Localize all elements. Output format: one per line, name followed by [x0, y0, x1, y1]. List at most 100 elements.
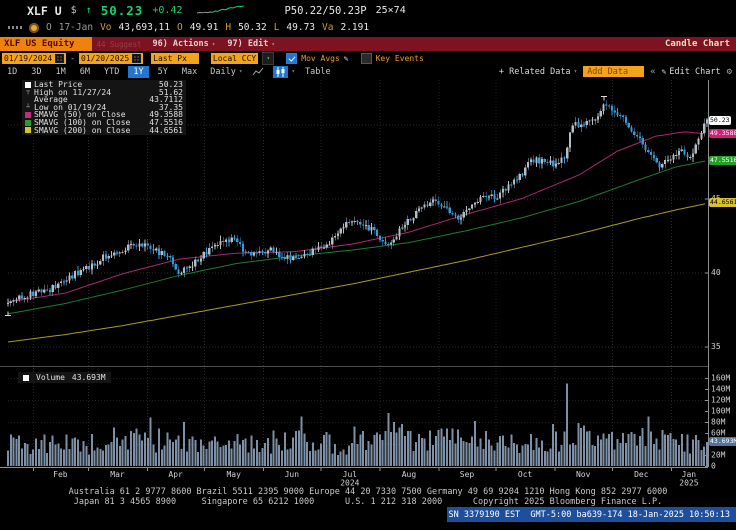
line-chart-icon — [252, 67, 264, 75]
drag-dots-icon — [8, 26, 22, 29]
legend-label: Average — [34, 95, 68, 105]
pencil-icon: ✎ — [661, 67, 667, 76]
legend-label: SMAVG (200) on Close — [34, 125, 131, 135]
svg-text:0: 0 — [711, 462, 716, 471]
mov-avgs-checkbox[interactable] — [286, 53, 298, 64]
currency-dropdown-button[interactable]: ▾ — [262, 52, 275, 65]
svg-text:May: May — [226, 470, 241, 479]
legend-row-last-price[interactable]: Last Price 50.23 — [25, 81, 183, 89]
period-1y[interactable]: 1Y — [128, 65, 149, 78]
legend-value: 44.6561 — [149, 125, 183, 135]
volume-legend[interactable]: Volume 43.693M — [18, 372, 111, 383]
legend-label: High on 11/27/24 — [34, 87, 112, 97]
key-events-checkbox[interactable] — [360, 53, 372, 64]
currency-flag: $ — [70, 5, 77, 16]
price-change: +0.42 — [152, 5, 183, 16]
legend-row-sma200[interactable]: SMAVG (200) on Close 44.6561 — [25, 125, 183, 135]
legend-value: 50.23 — [158, 80, 183, 89]
legend-value: 47.5516 — [149, 117, 183, 127]
last-price: 50.23 — [100, 3, 144, 18]
gear-icon[interactable]: ⚙ — [726, 66, 732, 77]
chevron-down-icon: ▾ — [266, 55, 271, 62]
volume-value: 43,693,11 — [118, 22, 170, 33]
actions-menu-button[interactable]: 96) Actions ▾ — [152, 39, 215, 49]
period-1m[interactable]: 1M — [55, 66, 66, 77]
period-6m[interactable]: 6M — [79, 66, 90, 77]
edit-chart-button[interactable]: ✎ Edit Chart — [662, 67, 721, 77]
table-button[interactable]: Table — [305, 66, 331, 77]
legend-row-low[interactable]: ┴ Low on 01/19/24 37.35 — [25, 102, 183, 112]
series-color-chip — [25, 119, 31, 126]
svg-text:Jun: Jun — [285, 470, 300, 479]
command-bar: XLF US Equity 44 Suggested Charts 96) Ac… — [0, 37, 736, 51]
svg-text:40: 40 — [711, 268, 721, 277]
legend-label: Last Price — [34, 80, 83, 89]
add-data-input[interactable]: Add Data — [583, 66, 645, 77]
calendar-icon[interactable] — [132, 54, 142, 63]
security-name: XLF US Equity — [4, 39, 75, 49]
svg-text:Jan: Jan — [682, 470, 697, 479]
svg-text:20M: 20M — [711, 451, 726, 460]
svg-text:160M: 160M — [711, 374, 730, 383]
legend-value: 51.62 — [158, 87, 183, 97]
edit-menu-button[interactable]: 97) Edit ▾ — [227, 39, 275, 49]
edit-chart-label: Edit Chart — [669, 66, 721, 77]
chevron-down-icon[interactable]: ▾ — [291, 68, 296, 75]
footer-contact-line-2: Japan 81 3 4565 8900 Singapore 65 6212 1… — [73, 497, 663, 507]
svg-text:Jul: Jul — [343, 470, 358, 479]
period-5y[interactable]: 5Y — [157, 66, 168, 77]
legend-row-high[interactable]: ┬ High on 11/27/24 51.62 — [25, 87, 183, 97]
footer-contact-line-1: Australia 61 2 9777 8600 Brazil 5511 239… — [68, 487, 668, 497]
chart-settings-toolbar: 01/19/2024 - 01/20/2025 Last Px Local CC… — [0, 52, 736, 65]
actions-label: 96) Actions — [152, 39, 209, 49]
svg-text:Sep: Sep — [460, 470, 475, 479]
double-chevron-icon[interactable]: « — [650, 66, 656, 77]
candle-chart-type-button[interactable] — [273, 65, 289, 78]
svg-text:Feb: Feb — [53, 470, 68, 479]
currency-select[interactable]: Local CCY — [210, 53, 259, 64]
frequency-value: Daily — [210, 66, 236, 77]
bid-ask-quote: P50.22/50.23P — [284, 4, 367, 17]
ticker-symbol[interactable]: XLF U — [27, 3, 62, 18]
legend-label: SMAVG (50) on Close — [34, 110, 126, 120]
date-to-input[interactable]: 01/20/2025 — [79, 53, 144, 64]
bid-ask-size: 25×74 — [375, 5, 406, 16]
calendar-icon[interactable] — [55, 54, 65, 63]
delayed-clock-icon[interactable] — [29, 22, 39, 33]
intraday-sparkline — [197, 5, 245, 14]
period-1d[interactable]: 1D — [7, 66, 18, 77]
related-data-button[interactable]: + Related Data ▾ — [499, 67, 577, 77]
legend-row-sma50[interactable]: SMAVG (50) on Close 49.3588 — [25, 111, 183, 119]
period-3d[interactable]: 3D — [31, 66, 42, 77]
svg-text:80M: 80M — [711, 418, 726, 427]
quote-line-1: XLF U $ ↑ 50.23 +0.42 P50.22/50.23P 25×7… — [27, 3, 406, 18]
legend-value: 37.35 — [158, 102, 183, 112]
volume-legend-label: Volume — [36, 373, 65, 382]
value-traded-value: 2.191 — [340, 22, 370, 33]
legend-row-average[interactable]: Average 43.7112 — [25, 96, 183, 104]
legend-row-sma100[interactable]: SMAVG (100) on Close 47.5516 — [25, 119, 183, 127]
period-max[interactable]: Max — [181, 66, 198, 77]
svg-text:120M: 120M — [711, 396, 730, 405]
high-marker-icon: ┬ — [26, 88, 30, 96]
key-events-label: Key Events — [375, 54, 424, 63]
svg-text:Aug: Aug — [402, 470, 417, 479]
price-field-value: Last Px — [153, 54, 187, 63]
line-chart-type-button[interactable] — [250, 66, 265, 78]
low-value: 49.73 — [286, 22, 316, 33]
value-traded-label: Va — [322, 22, 334, 33]
pencil-icon[interactable]: ✎ — [343, 54, 349, 63]
low-label: L — [273, 22, 280, 33]
volume-label: Vo — [100, 22, 112, 33]
frequency-select[interactable]: Daily ▾ — [210, 67, 242, 77]
svg-text:35: 35 — [711, 342, 721, 351]
sma100-axis-badge: 47.5516 — [709, 155, 736, 165]
period-ytd[interactable]: YTD — [104, 66, 120, 77]
date-from-input[interactable]: 01/19/2024 — [2, 53, 67, 64]
low-marker-icon: ┴ — [26, 103, 30, 111]
price-field-select[interactable]: Last Px — [151, 53, 199, 64]
security-field[interactable]: XLF US Equity — [0, 37, 93, 51]
suggested-charts-button[interactable]: 44 Suggested Charts — [96, 39, 141, 49]
date-from-value: 01/19/2024 — [4, 54, 53, 63]
